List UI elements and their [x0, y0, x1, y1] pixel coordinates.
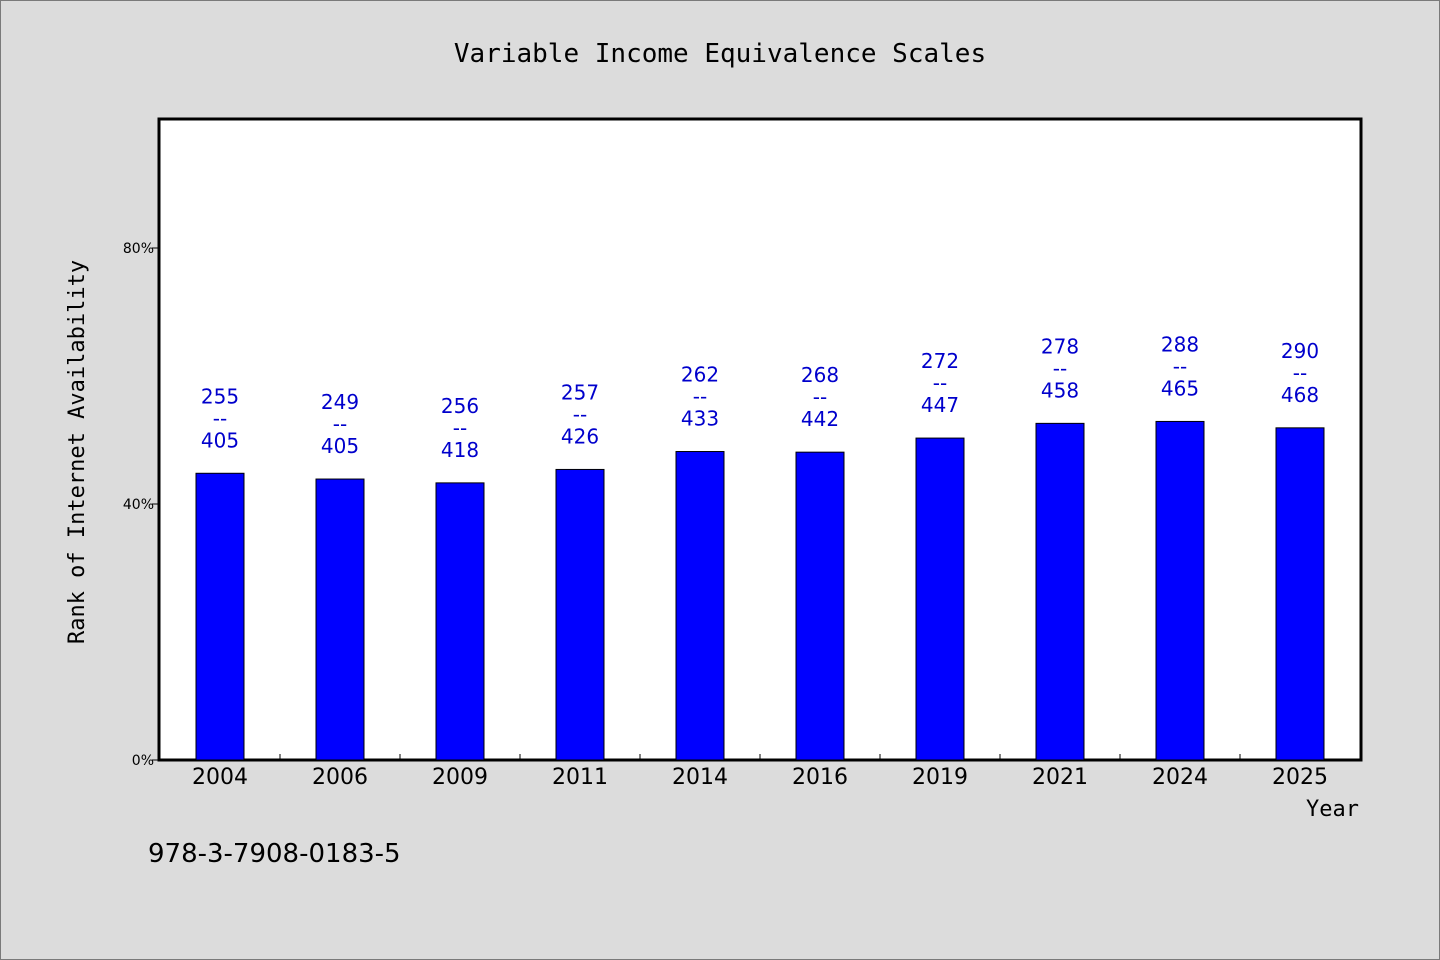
data-label-2009-bottom: 418	[441, 438, 479, 462]
data-label-2004-bottom: 405	[201, 428, 239, 452]
data-label-2019-top: 272	[921, 349, 959, 373]
data-label-2011-sep: --	[573, 402, 587, 426]
data-label-2019-sep: --	[933, 371, 947, 395]
x-tick-label-2004: 2004	[192, 765, 248, 790]
y-tick-label-40: 40%	[123, 497, 154, 513]
x-tick-label-2014: 2014	[672, 765, 728, 790]
data-label-2014-top: 262	[681, 363, 719, 387]
data-label-2021-bottom: 458	[1041, 378, 1079, 402]
bar-2006	[315, 478, 365, 761]
data-label-2014-sep: --	[693, 385, 707, 409]
bar-2019	[915, 437, 965, 761]
x-tick-label-2006: 2006	[312, 765, 368, 790]
y-tick-label-80: 80%	[123, 241, 154, 257]
data-label-2021-top: 278	[1041, 334, 1079, 358]
data-label-2009-top: 256	[441, 394, 479, 418]
bars-group	[195, 420, 1325, 761]
data-label-2024-top: 288	[1161, 332, 1199, 356]
data-label-2004-sep: --	[213, 406, 227, 430]
data-label-2016-sep: --	[813, 385, 827, 409]
data-label-2009-sep: --	[453, 416, 467, 440]
x-tick-label-2021: 2021	[1032, 765, 1088, 790]
y-axis-title: Rank of Internet Availability	[65, 260, 90, 644]
data-label-2025-sep: --	[1293, 361, 1307, 385]
bar-2011	[555, 468, 605, 761]
data-label-2025-top: 290	[1281, 339, 1319, 363]
data-label-2014-bottom: 433	[681, 407, 719, 431]
data-label-2016-top: 268	[801, 363, 839, 387]
data-label-2006-sep: --	[333, 412, 347, 436]
chart-title: Variable Income Equivalence Scales	[454, 39, 986, 69]
data-label-2006-bottom: 405	[321, 434, 359, 458]
x-axis-ticks: 2004 2006 2009 2011 2014 2016 2019 2021 2024 2025	[192, 754, 1328, 790]
x-axis-title: Year	[1306, 797, 1359, 822]
data-label-2021-sep: --	[1053, 356, 1067, 380]
bar-2021	[1035, 422, 1085, 761]
x-tick-label-2025: 2025	[1272, 765, 1328, 790]
bar-2014	[675, 451, 725, 761]
x-tick-label-2024: 2024	[1152, 765, 1208, 790]
bar-2004	[195, 472, 245, 761]
x-tick-label-2019: 2019	[912, 765, 968, 790]
bar-2016	[795, 451, 845, 761]
data-label-2024-bottom: 465	[1161, 376, 1199, 400]
data-label-2011-bottom: 426	[561, 424, 599, 448]
bar-2024	[1155, 420, 1205, 761]
bar-2009	[435, 482, 485, 761]
isbn-footnote: 978-3-7908-0183-5	[148, 839, 401, 869]
data-label-2025-bottom: 468	[1281, 383, 1319, 407]
y-axis-ticks: 0% 40% 80%	[123, 241, 160, 769]
data-label-2006-top: 249	[321, 390, 359, 414]
y-tick-label-0: 0%	[132, 753, 154, 769]
data-label-2024-sep: --	[1173, 354, 1187, 378]
data-labels-group: 255--405249--405256--418257--426262--433…	[201, 332, 1319, 461]
data-label-2011-top: 257	[561, 380, 599, 404]
x-tick-label-2011: 2011	[552, 765, 608, 790]
data-label-2019-bottom: 447	[921, 393, 959, 417]
x-tick-label-2016: 2016	[792, 765, 848, 790]
bar-2025	[1275, 427, 1325, 761]
data-label-2004-top: 255	[201, 384, 239, 408]
data-label-2016-bottom: 442	[801, 407, 839, 431]
x-tick-label-2009: 2009	[432, 765, 488, 790]
